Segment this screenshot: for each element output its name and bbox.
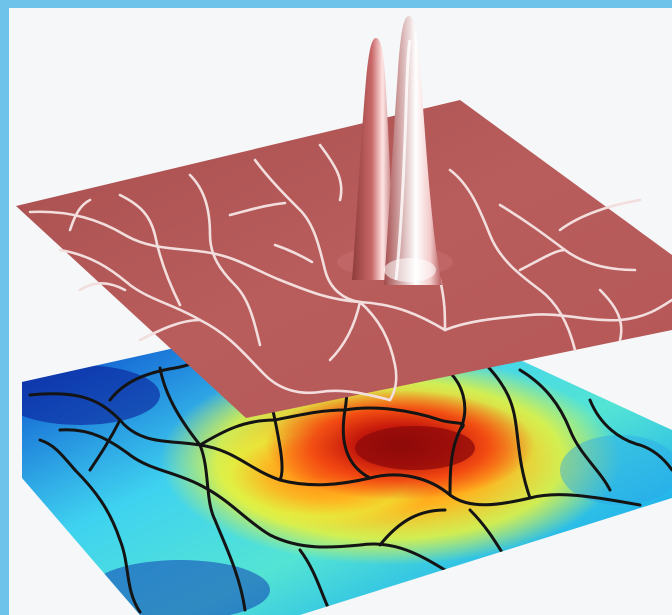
upper-surface-plane	[16, 16, 672, 418]
upper-grain-boundaries	[28, 143, 672, 402]
twin-peaks	[337, 16, 453, 285]
